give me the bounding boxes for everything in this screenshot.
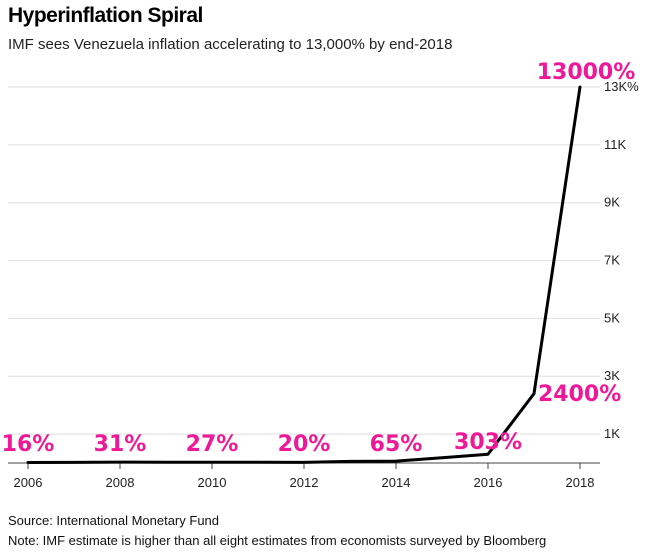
value-annotation: 13000% xyxy=(537,60,636,85)
x-tick-label: 2010 xyxy=(198,475,227,490)
chart-title: Hyperinflation Spiral xyxy=(8,4,203,27)
value-annotation: 20% xyxy=(278,432,331,457)
y-tick-label: 11K xyxy=(604,137,626,152)
x-tick-label: 2016 xyxy=(474,475,503,490)
chart-subtitle: IMF sees Venezuela inflation acceleratin… xyxy=(8,36,453,53)
y-tick-label: 3K xyxy=(604,368,620,383)
y-tick-label: 9K xyxy=(604,195,620,210)
value-annotation: 65% xyxy=(370,432,423,457)
value-annotation: 31% xyxy=(94,432,147,457)
x-tick-label: 2014 xyxy=(382,475,411,490)
y-tick-label: 5K xyxy=(604,310,620,325)
y-tick-label: 1K xyxy=(604,426,620,441)
y-tick-label: 7K xyxy=(604,253,620,268)
inflation-series-line xyxy=(26,85,582,464)
value-annotation: 2400% xyxy=(538,382,621,407)
value-annotation: 16% xyxy=(2,432,55,457)
y-tick-label: 13K% xyxy=(604,79,639,94)
x-tick-label: 2006 xyxy=(14,475,43,490)
value-annotation: 27% xyxy=(186,432,239,457)
x-tick-label: 2012 xyxy=(290,475,319,490)
source-note: Source: International Monetary Fund xyxy=(8,513,220,528)
x-tick-label: 2018 xyxy=(566,475,595,490)
footnote: Note: IMF estimate is higher than all ei… xyxy=(8,533,547,548)
x-tick-label: 2008 xyxy=(106,475,135,490)
value-annotation: 303% xyxy=(454,430,522,455)
